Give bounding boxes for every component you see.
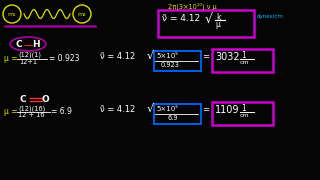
Text: O: O xyxy=(42,95,50,104)
Text: dynes/cm: dynes/cm xyxy=(257,14,284,19)
Text: 12 + 16: 12 + 16 xyxy=(18,112,44,118)
Text: μ =: μ = xyxy=(4,107,18,116)
Text: 1: 1 xyxy=(241,51,246,60)
Text: m₁: m₁ xyxy=(8,12,16,17)
Text: 5×10⁵: 5×10⁵ xyxy=(156,53,178,59)
Text: m₂: m₂ xyxy=(78,12,86,17)
Text: √: √ xyxy=(147,104,154,114)
Text: 1: 1 xyxy=(241,104,246,113)
Text: cm: cm xyxy=(240,113,250,118)
Text: √: √ xyxy=(147,51,154,61)
Text: =: = xyxy=(202,52,209,61)
Text: C: C xyxy=(20,95,27,104)
Text: 12+1: 12+1 xyxy=(19,59,37,65)
Text: 2π(3×10¹⁰) ν μ: 2π(3×10¹⁰) ν μ xyxy=(168,3,217,10)
Text: =: = xyxy=(202,105,209,114)
Text: (12)(16): (12)(16) xyxy=(18,105,45,111)
Text: = 0.923: = 0.923 xyxy=(49,54,79,63)
Text: = 6.9: = 6.9 xyxy=(51,107,72,116)
Text: 3032: 3032 xyxy=(215,52,240,62)
Text: C: C xyxy=(16,40,23,49)
Text: μ =: μ = xyxy=(4,54,18,63)
Text: k: k xyxy=(216,13,220,22)
Text: 0.923: 0.923 xyxy=(161,62,180,68)
Text: H: H xyxy=(32,40,40,49)
Text: —: — xyxy=(24,40,34,50)
Text: cm: cm xyxy=(240,60,250,65)
Text: μ: μ xyxy=(215,20,220,29)
Text: ν̃ = 4.12: ν̃ = 4.12 xyxy=(100,105,135,114)
Text: 5×10⁵: 5×10⁵ xyxy=(156,106,178,112)
Text: √: √ xyxy=(205,13,213,26)
Text: ν̃ = 4.12: ν̃ = 4.12 xyxy=(162,14,200,23)
Text: 1109: 1109 xyxy=(215,105,239,115)
Text: (12)(1): (12)(1) xyxy=(18,52,41,58)
Text: ν̃ = 4.12: ν̃ = 4.12 xyxy=(100,52,135,61)
Text: 6.9: 6.9 xyxy=(167,115,178,121)
